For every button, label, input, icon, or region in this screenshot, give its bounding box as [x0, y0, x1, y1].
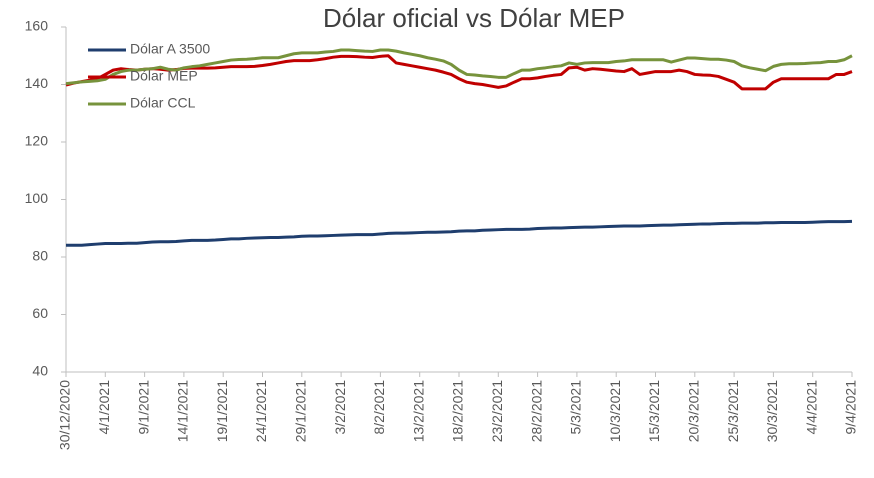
y-tick-label: 100 — [25, 190, 49, 206]
legend-label: Dólar CCL — [130, 95, 196, 111]
series-line — [65, 48, 853, 86]
x-tick-label: 18/2/2021 — [450, 380, 466, 442]
series-line — [66, 219, 853, 247]
chart-title: Dólar oficial vs Dólar MEP — [323, 3, 625, 33]
legend-label: Dólar MEP — [130, 68, 198, 84]
y-tick-label: 120 — [25, 133, 49, 149]
x-tick-label: 8/2/2021 — [371, 380, 387, 435]
x-tick-label: 24/1/2021 — [253, 380, 269, 442]
y-tick-label: 80 — [32, 248, 48, 264]
x-tick-label: 19/1/2021 — [214, 380, 230, 442]
series-line — [65, 54, 853, 91]
x-tick-label: 15/3/2021 — [646, 380, 662, 442]
x-tick-label: 14/1/2021 — [175, 380, 191, 442]
y-tick-label: 40 — [32, 363, 48, 379]
x-tick-label: 4/1/2021 — [96, 380, 112, 435]
x-tick-label: 25/3/2021 — [725, 380, 741, 442]
y-tick-label: 60 — [32, 305, 48, 321]
x-tick-label: 28/2/2021 — [528, 380, 544, 442]
x-tick-label: 4/4/2021 — [803, 380, 819, 435]
x-tick-label: 3/2/2021 — [332, 380, 348, 435]
x-tick-label: 20/3/2021 — [686, 380, 702, 442]
legend-label: Dólar A 3500 — [130, 41, 210, 57]
x-tick-label: 30/12/2020 — [57, 380, 73, 450]
x-tick-label: 10/3/2021 — [607, 380, 623, 442]
x-tick-label: 13/2/2021 — [410, 380, 426, 442]
x-tick-label: 30/3/2021 — [764, 380, 780, 442]
x-tick-label: 29/1/2021 — [293, 380, 309, 442]
x-tick-label: 23/2/2021 — [489, 380, 505, 442]
x-tick-label: 5/3/2021 — [568, 380, 584, 435]
y-tick-label: 160 — [25, 18, 49, 34]
x-tick-label: 9/4/2021 — [843, 380, 859, 435]
y-tick-label: 140 — [25, 75, 49, 91]
x-tick-label: 9/1/2021 — [135, 380, 151, 435]
